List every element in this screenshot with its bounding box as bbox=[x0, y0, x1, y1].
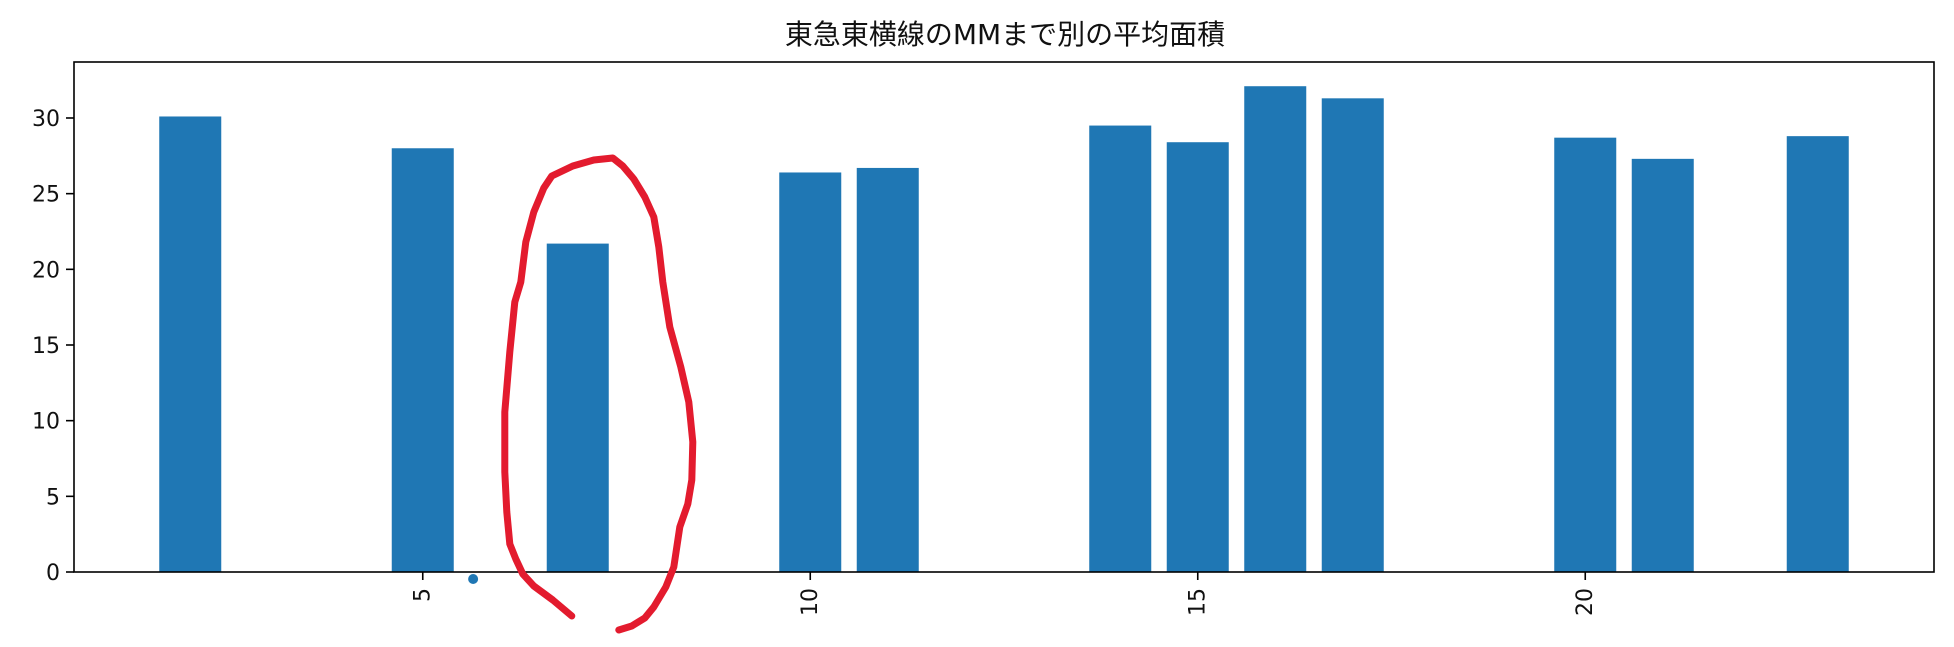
y-tick-label: 0 bbox=[46, 561, 60, 586]
bar-x-17 bbox=[1321, 98, 1384, 572]
annotation-group bbox=[468, 154, 697, 634]
y-axis-ticks: 0 5 10 15 20 25 30 bbox=[32, 107, 74, 586]
x-tick-label: 5 bbox=[410, 588, 435, 602]
bar-x-20 bbox=[1554, 137, 1617, 573]
bar-x-23 bbox=[1786, 136, 1849, 572]
x-tick-label: 20 bbox=[1573, 588, 1598, 616]
x-axis-ticks: 5 10 15 20 bbox=[410, 572, 1598, 616]
chart-title: 東急東横線のMMまで別の平均面積 bbox=[785, 18, 1225, 51]
blue-dot-marker bbox=[468, 574, 479, 584]
y-tick-label: 30 bbox=[32, 107, 60, 132]
bar-x-15 bbox=[1166, 142, 1229, 572]
bar-x-14 bbox=[1089, 125, 1152, 572]
bar-x-16 bbox=[1244, 86, 1307, 573]
bar-x-7 bbox=[546, 243, 609, 572]
bar-x-5 bbox=[391, 148, 454, 572]
y-tick-label: 25 bbox=[32, 183, 60, 208]
y-tick-label: 15 bbox=[32, 334, 60, 359]
bar-x-10 bbox=[779, 172, 842, 572]
x-tick-label: 15 bbox=[1185, 588, 1210, 616]
plot-frame bbox=[73, 61, 1935, 573]
y-tick-label: 10 bbox=[32, 410, 60, 435]
bar-x-21 bbox=[1631, 158, 1694, 572]
bars-group bbox=[159, 86, 1849, 573]
x-tick-label: 10 bbox=[798, 588, 823, 616]
y-tick-label: 20 bbox=[32, 258, 60, 283]
y-tick-label: 5 bbox=[46, 485, 60, 510]
bar-x-2 bbox=[159, 116, 222, 572]
red-circle-annotation bbox=[501, 154, 697, 634]
bar-x-11 bbox=[856, 167, 919, 572]
